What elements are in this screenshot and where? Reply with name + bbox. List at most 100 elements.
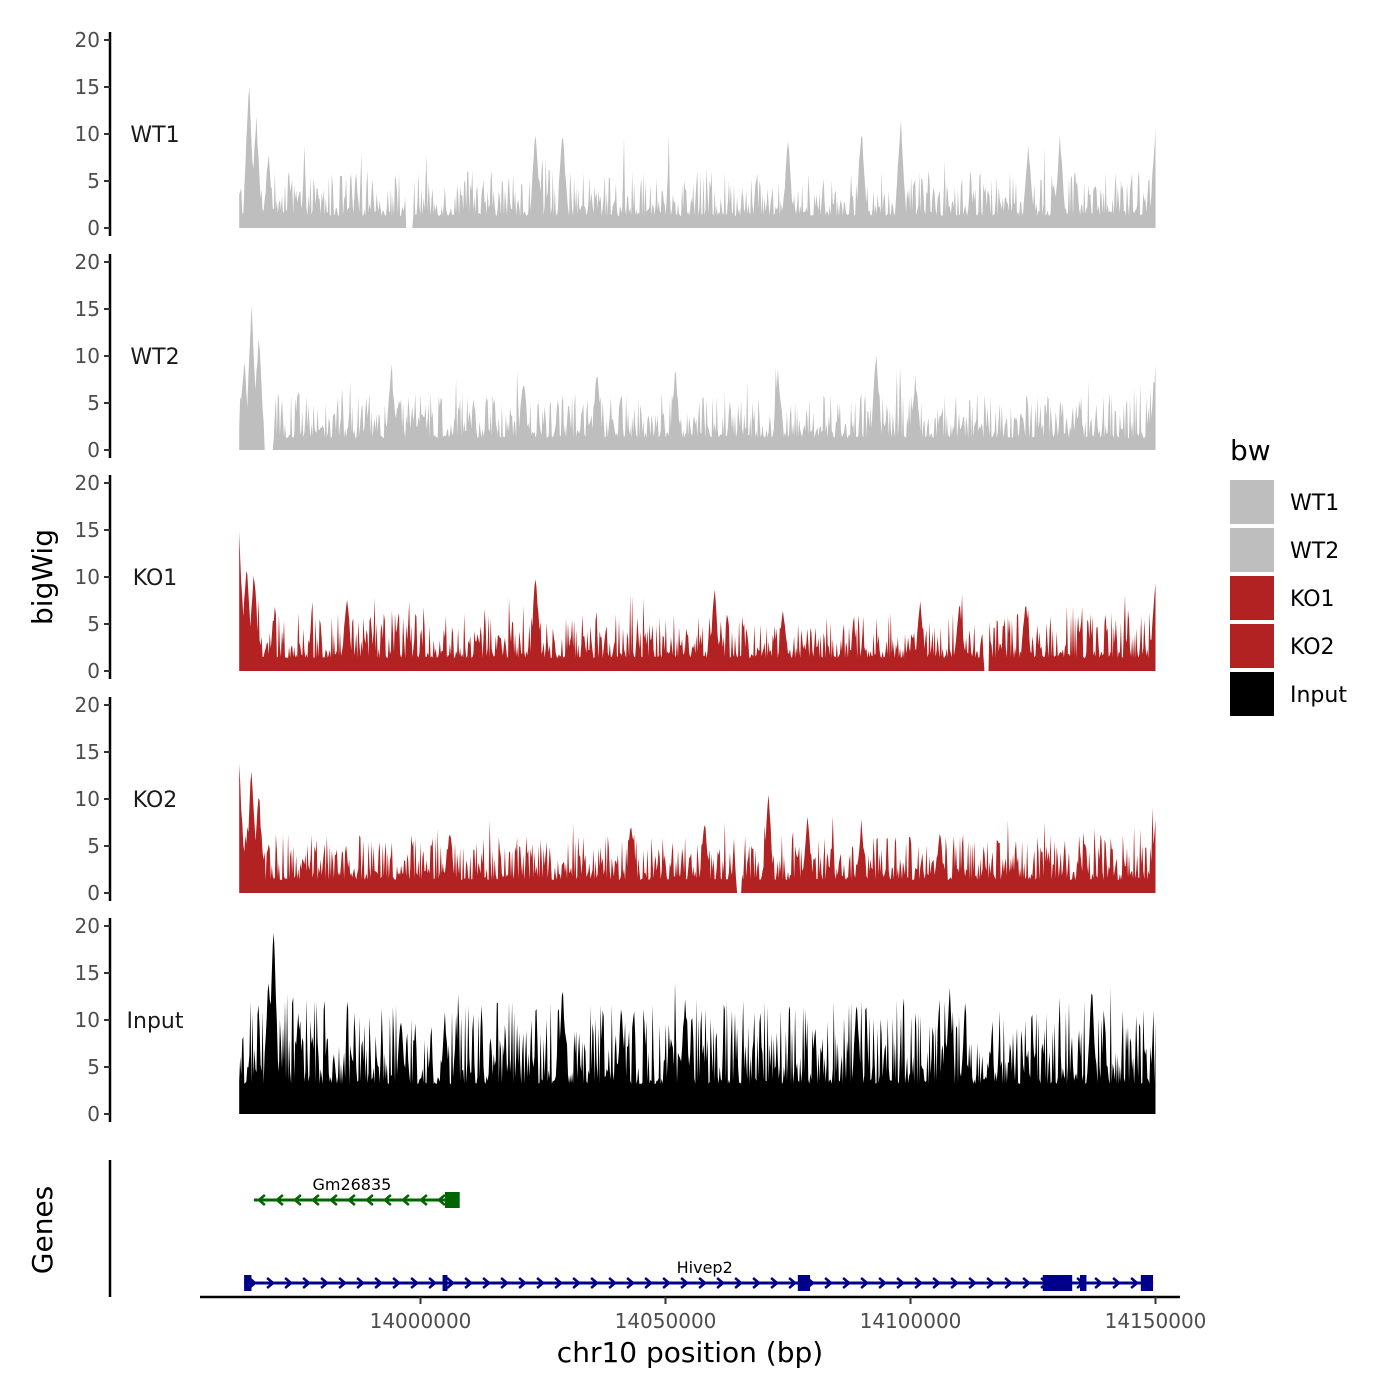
exon: [797, 1275, 811, 1291]
y-tick-label: 0: [87, 438, 100, 462]
legend-swatch: [1230, 576, 1274, 620]
y-tick-label: 5: [87, 1055, 100, 1079]
genes-track: Gm26835 Hivep2: [108, 1160, 1154, 1297]
legend-swatch: [1230, 672, 1274, 716]
x-axis: 14000000 14050000 14100000 14150000: [200, 1295, 1207, 1333]
y-tick-label: 20: [75, 471, 100, 495]
coverage-area: [239, 763, 1156, 893]
strand-arrow: [752, 1277, 762, 1289]
strand-arrow: [266, 1277, 276, 1289]
strand-arrow: [950, 1277, 960, 1289]
y-tick-label: 5: [87, 612, 100, 636]
strand-arrow: [590, 1277, 600, 1289]
track-input: 0 5 10 15 20 Input: [75, 914, 1156, 1126]
strand-arrow: [824, 1277, 834, 1289]
exon: [442, 1275, 448, 1291]
strand-arrow: [1112, 1277, 1122, 1289]
track-label: WT2: [130, 345, 179, 370]
y-tick-label: 15: [75, 740, 100, 764]
strand-arrow: [644, 1277, 654, 1289]
strand-arrow: [680, 1277, 690, 1289]
strand-arrow: [356, 1277, 366, 1289]
gene-gm26835: Gm26835: [253, 1175, 460, 1208]
strand-arrow: [626, 1277, 636, 1289]
legend-swatch: [1230, 624, 1274, 668]
strand-arrow: [842, 1277, 852, 1289]
y-tick-label: 20: [75, 693, 100, 717]
strand-arrow: [986, 1277, 996, 1289]
x-tick-label: 14000000: [370, 1309, 472, 1333]
strand-arrow: [716, 1277, 726, 1289]
legend-label: KO2: [1290, 635, 1335, 660]
y-tick-label: 10: [75, 787, 100, 811]
strand-arrow: [788, 1277, 798, 1289]
y-tick-label: 0: [87, 1102, 100, 1126]
strand-arrow: [418, 1194, 428, 1206]
y-tick-label: 10: [75, 122, 100, 146]
track-label: Input: [127, 1009, 184, 1034]
strand-arrow: [536, 1277, 546, 1289]
strand-arrow: [896, 1277, 906, 1289]
strand-arrow: [310, 1194, 320, 1206]
x-tick-label: 14150000: [1105, 1309, 1207, 1333]
strand-arrow: [292, 1194, 302, 1206]
track-ko1: 0 5 10 15 20 KO1: [75, 471, 1156, 683]
strand-arrow: [734, 1277, 744, 1289]
exon: [1080, 1275, 1087, 1291]
x-axis-title: chr10 position (bp): [557, 1336, 823, 1369]
y-tick-label: 5: [87, 169, 100, 193]
strand-arrow: [410, 1277, 420, 1289]
strand-arrow: [518, 1277, 528, 1289]
track-label: KO1: [133, 566, 178, 591]
strand-arrow: [338, 1277, 348, 1289]
exon: [445, 1192, 460, 1208]
y-tick-label: 15: [75, 75, 100, 99]
strand-arrow: [464, 1277, 474, 1289]
x-tick-label: 14050000: [615, 1309, 717, 1333]
track-label: WT1: [130, 123, 179, 148]
strand-arrow: [302, 1277, 312, 1289]
strand-arrow: [1022, 1277, 1032, 1289]
strand-arrow: [436, 1194, 446, 1206]
y-tick-label: 20: [75, 250, 100, 274]
y-tick-label: 20: [75, 28, 100, 52]
legend-label: WT2: [1290, 539, 1339, 564]
y-tick-label: 5: [87, 391, 100, 415]
strand-arrow: [482, 1277, 492, 1289]
y-tick-label: 15: [75, 297, 100, 321]
strand-arrow: [320, 1277, 330, 1289]
strand-arrow: [400, 1194, 410, 1206]
strand-arrow: [932, 1277, 942, 1289]
strand-arrow: [608, 1277, 618, 1289]
strand-arrow: [860, 1277, 870, 1289]
strand-arrow: [392, 1277, 402, 1289]
track-label: KO2: [133, 788, 178, 813]
strand-arrow: [374, 1277, 384, 1289]
strand-arrow: [1094, 1277, 1104, 1289]
y-tick-label: 10: [75, 344, 100, 368]
legend-swatch: [1230, 528, 1274, 572]
y-tick-label: 10: [75, 1008, 100, 1032]
y-axis-title: bigWig: [26, 529, 59, 625]
y-tick-label: 0: [87, 216, 100, 240]
legend-swatch: [1230, 480, 1274, 524]
strand-arrow: [256, 1194, 266, 1206]
strand-arrow: [284, 1277, 294, 1289]
strand-arrow: [770, 1277, 780, 1289]
track-ko2: 0 5 10 15 20 KO2: [75, 693, 1156, 905]
legend-label: Input: [1290, 683, 1347, 708]
strand-arrow: [914, 1277, 924, 1289]
exon: [1042, 1275, 1073, 1291]
strand-arrow: [446, 1277, 456, 1289]
y-tick-label: 10: [75, 565, 100, 589]
exon: [244, 1275, 252, 1291]
exon: [1140, 1275, 1154, 1291]
gene-label: Gm26835: [312, 1175, 391, 1194]
strand-arrow: [554, 1277, 564, 1289]
x-tick-label: 14100000: [860, 1309, 962, 1333]
strand-arrow: [1004, 1277, 1014, 1289]
strand-arrow: [274, 1194, 284, 1206]
strand-arrow: [346, 1194, 356, 1206]
strand-arrow: [878, 1277, 888, 1289]
